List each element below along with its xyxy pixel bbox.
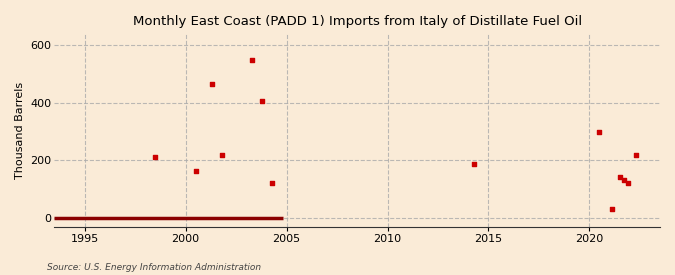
Point (606, 207, 617, 211)
Point (267, 181, 278, 186)
Point (190, 169, 201, 173)
Point (207, 82, 217, 86)
Text: Source: U.S. Energy Information Administration: Source: U.S. Energy Information Administ… (47, 263, 261, 272)
Point (469, 161, 480, 166)
Point (150, 155, 161, 160)
Point (257, 99, 268, 103)
Point (614, 175, 625, 179)
Point (217, 153, 227, 157)
Point (594, 130, 605, 134)
Point (247, 57, 258, 62)
Y-axis label: Thousand Barrels: Thousand Barrels (15, 81, 25, 178)
Point (618, 178, 629, 183)
Point (622, 181, 633, 186)
Point (630, 153, 641, 157)
Title: Monthly East Coast (PADD 1) Imports from Italy of Distillate Fuel Oil: Monthly East Coast (PADD 1) Imports from… (133, 15, 582, 28)
